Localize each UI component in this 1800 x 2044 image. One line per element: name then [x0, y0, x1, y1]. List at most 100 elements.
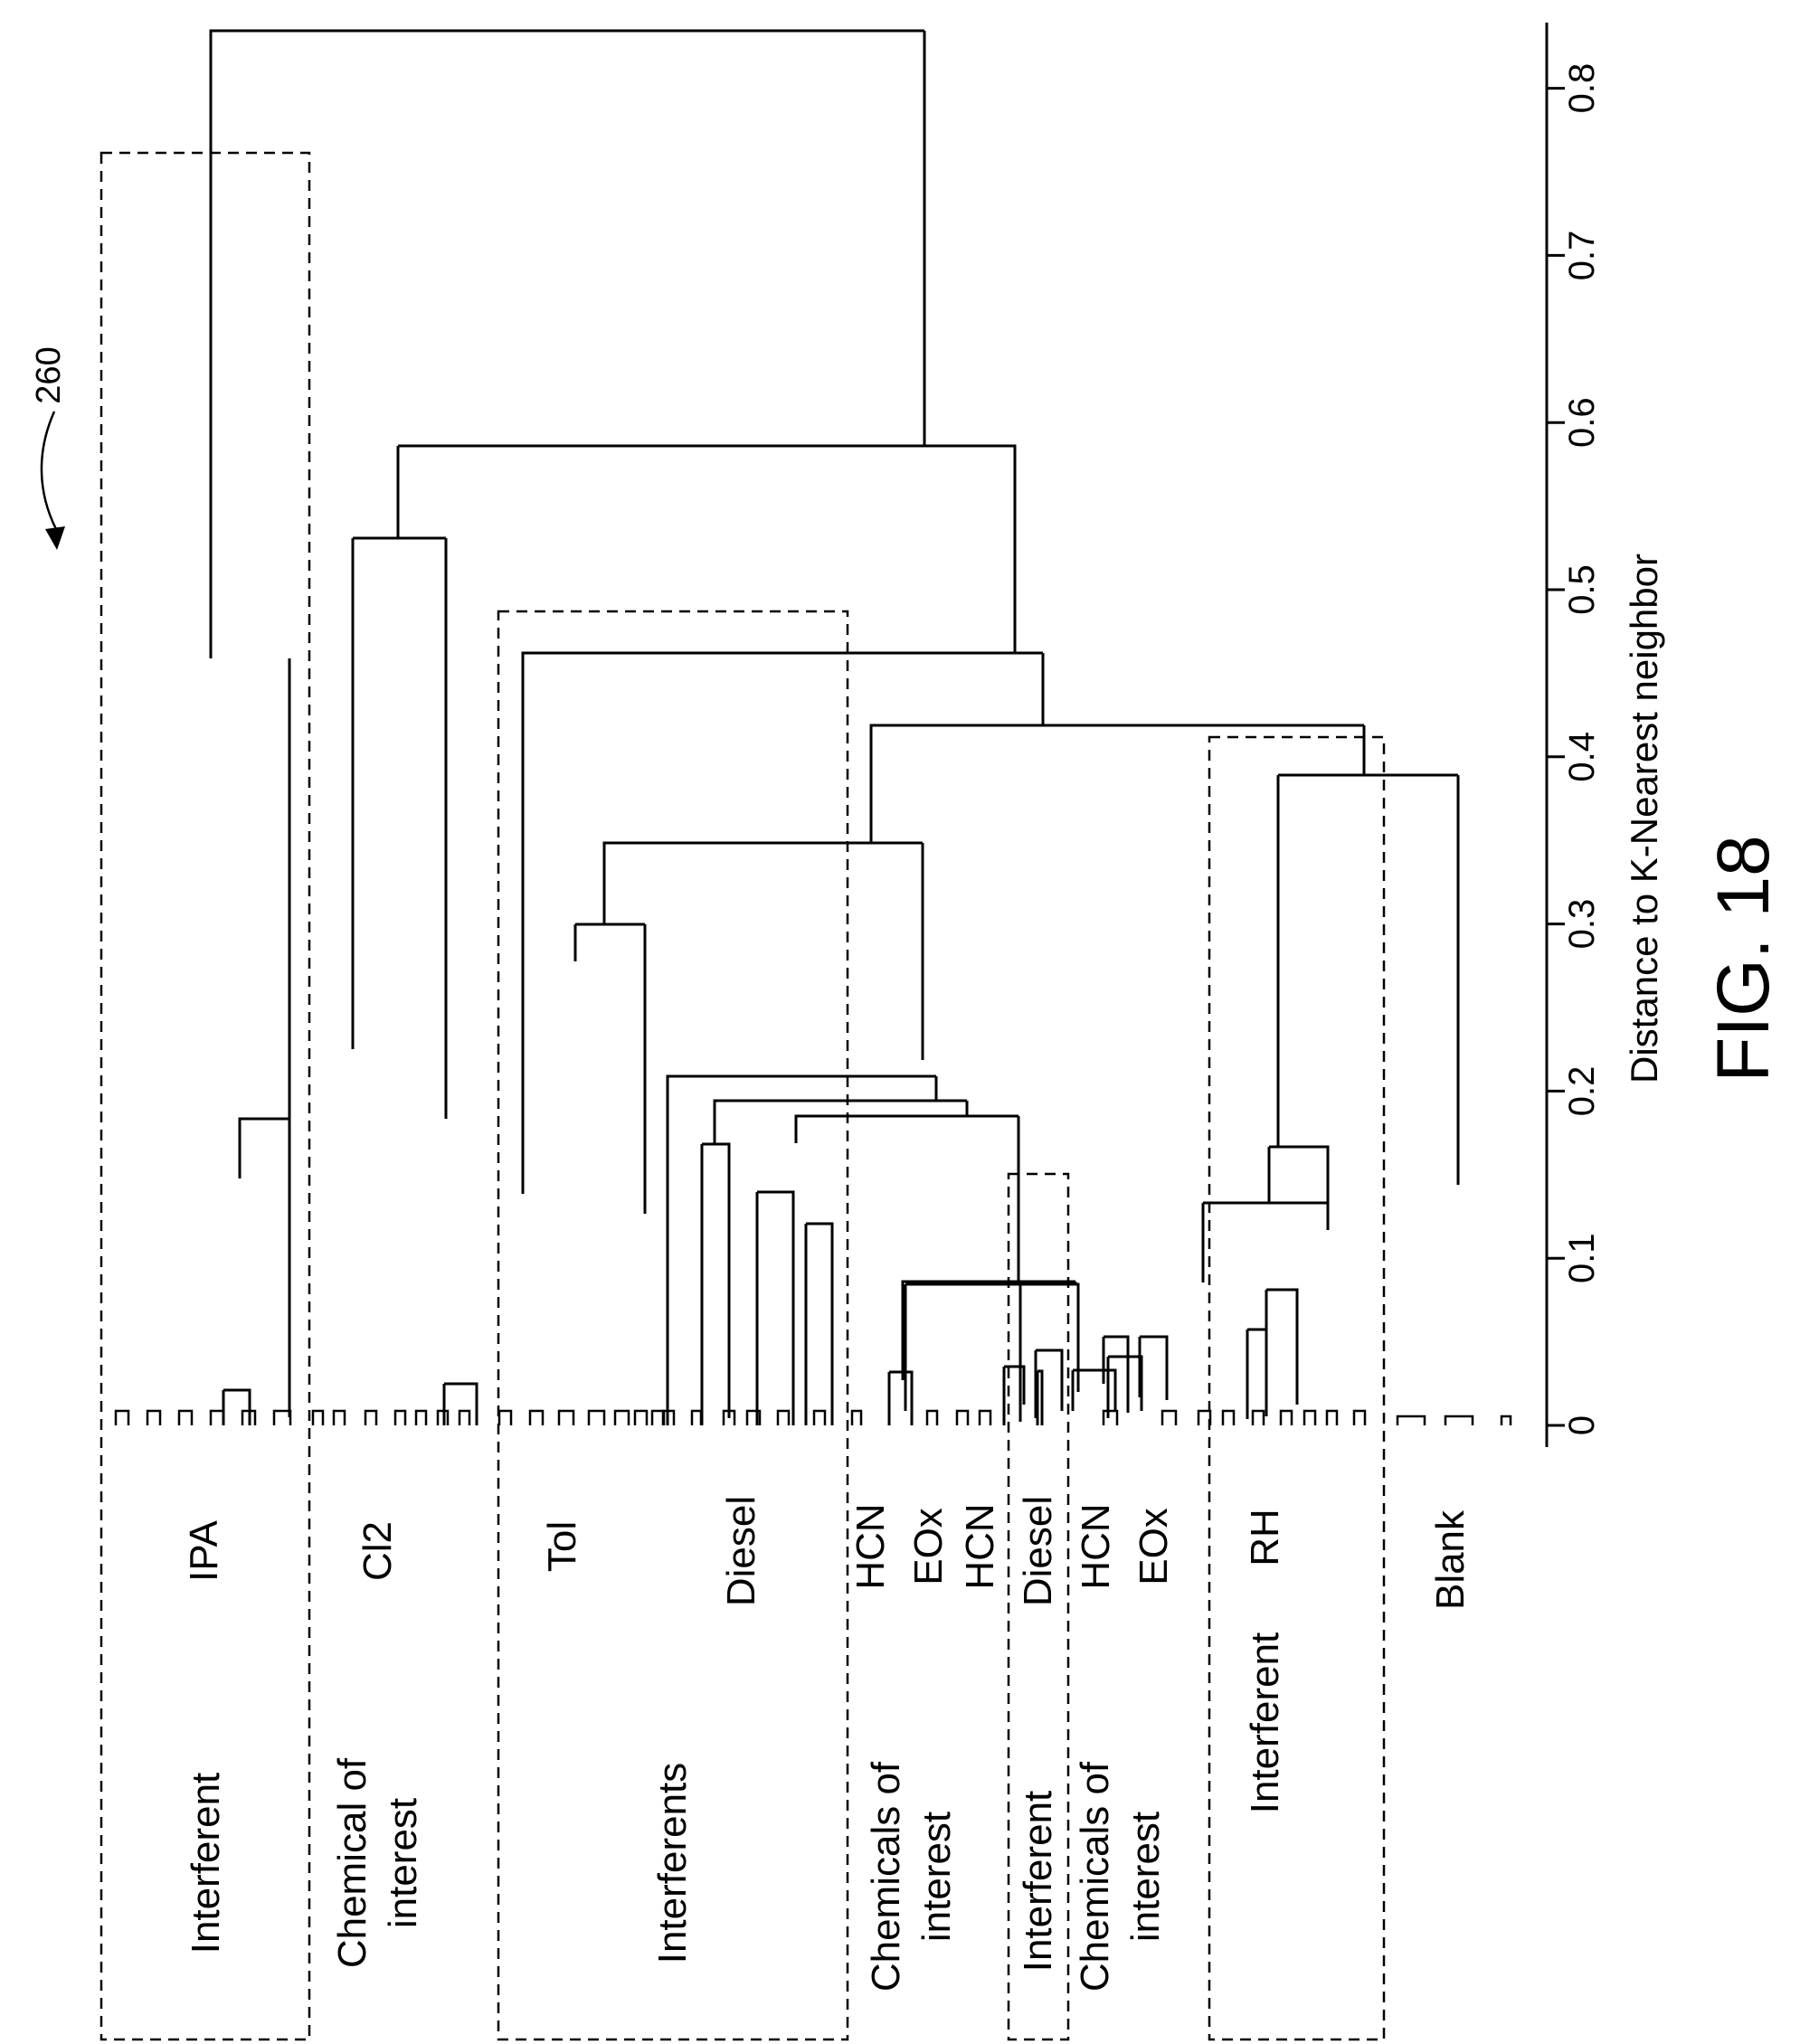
dendrogram-link — [755, 1190, 795, 1425]
dendrogram-leaf — [209, 1409, 225, 1425]
dendrogram-link — [713, 1099, 969, 1144]
ref-arrow — [40, 411, 58, 530]
dendrogram-leaf — [1500, 1415, 1512, 1425]
dendrogram-link — [1036, 1369, 1044, 1425]
axis-tick-label: 0.3 — [1562, 899, 1602, 950]
group-box — [1007, 1172, 1070, 2041]
dendrogram-leaf — [850, 1409, 863, 1425]
leaf-label: HCN — [1074, 1503, 1118, 1589]
leaf-labels: IPA Cl2 Tol Diesel HCN EOx HCN Diesel HC… — [182, 1496, 1473, 1610]
dendrogram-leaf — [812, 1409, 827, 1425]
dendrogram-link — [1276, 773, 1460, 1185]
dendrogram-link — [1246, 1328, 1268, 1419]
dendrogram-link — [442, 1382, 478, 1425]
dendrogram-link — [521, 651, 1045, 1194]
group-label-line: Chemicals of — [864, 1761, 908, 1992]
leaf-label: HCN — [848, 1503, 893, 1589]
leaf-label: EOx — [906, 1508, 951, 1585]
group-label-line: Interferent — [1016, 1791, 1060, 1973]
dendrogram-leaf — [978, 1409, 992, 1425]
dendrogram-link — [1106, 1355, 1143, 1418]
dendrogram-leaf — [177, 1409, 194, 1425]
group-label: Interferent — [1243, 1632, 1287, 1814]
dendrogram-leaf — [1444, 1415, 1474, 1425]
dendrogram-leaf — [557, 1409, 575, 1425]
dendrogram-leaf — [1303, 1409, 1317, 1425]
dendrogram-link — [887, 1370, 914, 1425]
dendrogram-link — [1201, 1201, 1328, 1282]
group-label-line: Interferent — [1243, 1632, 1287, 1814]
dendrogram-leaf — [311, 1409, 325, 1425]
leaf-label: Cl2 — [355, 1521, 400, 1581]
axis-tick-label: 0.1 — [1562, 1233, 1602, 1283]
group-label-line: Interferent — [184, 1773, 228, 1954]
ref-arrow-head — [45, 526, 65, 550]
leaf-label: Diesel — [1016, 1496, 1060, 1606]
axis-tick-labels: 0 0.1 0.2 0.3 0.4 0.5 0.6 0.7 0.8 — [1562, 63, 1602, 1435]
group-label: Chemicals of interest — [1073, 1761, 1168, 1992]
axis-tick-label: 0.5 — [1562, 564, 1602, 615]
dendrogram-link — [396, 444, 1017, 653]
dendrogram-link — [700, 1142, 731, 1425]
dendrogram-link — [351, 536, 448, 1119]
dendrogram-leaf — [1251, 1409, 1265, 1425]
dendrogram-link — [1102, 1335, 1130, 1413]
dendrogram-leaf — [414, 1409, 428, 1425]
dendrogram-link — [1071, 1368, 1117, 1411]
axis-tick-label: 0.4 — [1562, 732, 1602, 782]
leaf-label: Blank — [1428, 1509, 1473, 1610]
dendrogram-leaf — [776, 1409, 791, 1425]
dendrogram-leaf — [1161, 1409, 1178, 1425]
dendrogram-leaf — [661, 1409, 676, 1425]
dendrogram-leaf — [458, 1409, 471, 1425]
dendrogram-leaf — [1102, 1409, 1119, 1425]
axis-tick-label: 0.6 — [1562, 397, 1602, 448]
dendrogram-link — [222, 1388, 251, 1425]
dendrogram-leaf — [1221, 1409, 1236, 1425]
dendrogram-link — [1267, 1145, 1330, 1230]
ref-numeral: 260 — [30, 346, 68, 550]
dendrogram-leaf — [745, 1409, 762, 1425]
group-label-line: Chemicals of — [1073, 1761, 1117, 1992]
axis-tick-label: 0.2 — [1562, 1066, 1602, 1117]
leaf-label: EOx — [1132, 1508, 1176, 1585]
group-box — [1208, 735, 1386, 2041]
dendrogram-link — [573, 923, 647, 1214]
dendrogram-link — [804, 1222, 834, 1425]
group-label-line: interest — [914, 1812, 959, 1942]
dendrogram-link — [602, 841, 924, 1060]
axis-label: Distance to K-Nearest neighbor — [1623, 554, 1665, 1084]
dendrogram-leaf — [364, 1409, 378, 1425]
dendrogram-link — [209, 29, 926, 658]
dendrogram-leaves — [114, 1409, 1512, 1425]
distance-axis — [1545, 23, 1565, 1447]
dendrogram-tree — [209, 29, 1460, 1425]
leaf-label: Diesel — [719, 1496, 763, 1606]
dendrogram-leaf — [436, 1409, 450, 1425]
dendrogram-leaf — [1325, 1409, 1339, 1425]
dendrogram-leaf — [146, 1409, 162, 1425]
dendrogram-leaf — [690, 1409, 703, 1425]
dendrogram-leaf — [955, 1409, 970, 1425]
dendrogram-leaf — [633, 1409, 649, 1425]
dendrogram-leaf — [1197, 1409, 1212, 1425]
leaf-label: HCN — [958, 1503, 1002, 1589]
dendrogram-link — [901, 1280, 1077, 1380]
group-boxes — [99, 151, 1386, 2041]
dendrogram-leaf — [1352, 1409, 1367, 1425]
figure-caption: FIG. 18 — [1702, 835, 1785, 1082]
group-label-line: Chemical of — [330, 1757, 374, 1968]
leaf-label: RH — [1243, 1509, 1287, 1566]
group-label: Interferents — [650, 1763, 695, 1964]
axis-tick-label: 0.8 — [1562, 63, 1602, 114]
group-label-line: interest — [1123, 1812, 1168, 1942]
dendrogram-link — [1034, 1348, 1064, 1418]
dendrogram-leaf — [114, 1409, 130, 1425]
dendrogram-leaf — [241, 1409, 257, 1425]
ref-numeral-text: 260 — [30, 346, 68, 403]
group-label-line: Interferents — [650, 1763, 695, 1964]
dendrogram-leaf — [332, 1409, 346, 1425]
dendrogram-leaf — [528, 1409, 545, 1425]
dendrogram-leaf — [722, 1409, 736, 1425]
